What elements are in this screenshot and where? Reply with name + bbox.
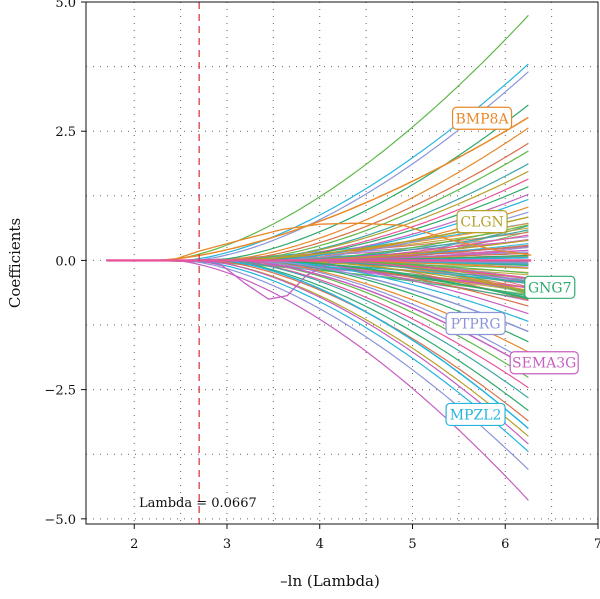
x-tick-label: 7 xyxy=(594,537,600,552)
x-axis-title: –ln (Lambda) xyxy=(280,572,380,590)
coefficient-path xyxy=(199,259,367,300)
y-tick-label: 2.5 xyxy=(55,125,76,140)
y-axis-title: Coefficients xyxy=(6,218,24,308)
coefficient-path xyxy=(171,222,532,262)
x-axis-ticks: 2 3 4 5 6 7 xyxy=(130,524,600,552)
plot-frame xyxy=(85,1,599,525)
gene-label-gng7: GNG7 xyxy=(524,275,576,299)
gene-label-text: BMP8A xyxy=(456,111,510,127)
coefficient-path xyxy=(106,127,529,261)
gene-label-text: CLGN xyxy=(460,215,503,231)
gene-label-mpzl2: MPZL2 xyxy=(445,402,506,427)
gene-label-sema3g: SEMA3G xyxy=(509,351,579,375)
gene-label-box xyxy=(451,106,513,130)
gene-label-box xyxy=(445,402,506,427)
series-line-bmp8a xyxy=(106,116,529,262)
gene-label-ptprg: PTPRG xyxy=(445,311,506,336)
gene-label-text: PTPRG xyxy=(451,316,501,332)
gene-label-clgn: CLGN xyxy=(456,210,508,234)
x-tick-label: 4 xyxy=(316,537,324,552)
gene-labels: BMP8A CLGN GNG7 PTPRG SEMA3G MPZL2 xyxy=(445,106,579,427)
y-axis-ticks: −5.0 −2.5 0.0 2.5 5.0 xyxy=(44,0,86,528)
gene-label-text: SEMA3G xyxy=(512,356,576,372)
y-tick-label: 0.0 xyxy=(55,254,76,269)
coefficient-paths xyxy=(106,14,532,501)
gene-label-box xyxy=(456,210,508,234)
x-tick-label: 2 xyxy=(130,537,138,552)
x-tick-label: 3 xyxy=(223,537,231,552)
y-tick-label: −2.5 xyxy=(44,384,76,399)
x-tick-label: 5 xyxy=(408,537,416,552)
gene-label-box xyxy=(524,275,576,299)
y-tick-label: −5.0 xyxy=(44,513,76,528)
gene-label-bmp8a: BMP8A xyxy=(451,106,513,130)
y-tick-label: 5.0 xyxy=(55,0,76,11)
gene-label-text: GNG7 xyxy=(528,280,572,296)
gene-label-box xyxy=(509,351,579,375)
x-tick-label: 6 xyxy=(501,537,509,552)
lambda-annotation: Lambda = 0.0667 xyxy=(139,496,257,511)
gene-label-text: MPZL2 xyxy=(450,407,502,423)
gene-label-box xyxy=(445,311,506,336)
